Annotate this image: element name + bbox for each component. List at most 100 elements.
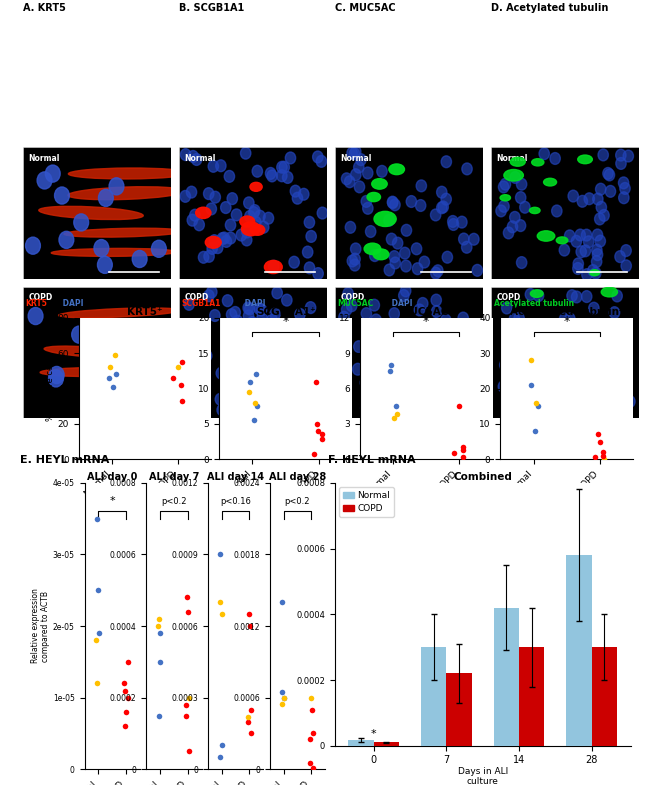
Ellipse shape: [365, 390, 389, 406]
Text: Acetylated tubulin: Acetylated tubulin: [494, 299, 574, 308]
Ellipse shape: [371, 314, 381, 326]
Ellipse shape: [285, 369, 302, 380]
Ellipse shape: [510, 313, 519, 325]
Ellipse shape: [226, 371, 236, 383]
Ellipse shape: [220, 202, 231, 214]
Ellipse shape: [469, 233, 479, 245]
Ellipse shape: [387, 197, 398, 209]
Text: DAPI: DAPI: [60, 299, 84, 308]
Ellipse shape: [550, 152, 560, 164]
Ellipse shape: [222, 406, 233, 418]
Ellipse shape: [441, 156, 452, 168]
Ellipse shape: [582, 268, 592, 280]
Ellipse shape: [227, 329, 237, 341]
Ellipse shape: [304, 262, 315, 274]
Ellipse shape: [365, 225, 376, 237]
Point: [173, 361, 183, 374]
Ellipse shape: [296, 400, 311, 411]
Ellipse shape: [235, 355, 246, 367]
Ellipse shape: [315, 330, 326, 342]
Ellipse shape: [457, 216, 467, 228]
Ellipse shape: [510, 157, 525, 166]
Ellipse shape: [499, 181, 509, 193]
Point: [244, 620, 255, 633]
Ellipse shape: [583, 341, 593, 352]
Point: [246, 703, 256, 716]
Ellipse shape: [237, 367, 248, 378]
Ellipse shape: [207, 243, 217, 254]
Point: [176, 379, 187, 392]
Ellipse shape: [397, 390, 408, 402]
Ellipse shape: [500, 178, 511, 190]
Ellipse shape: [419, 256, 430, 268]
Ellipse shape: [240, 216, 255, 227]
Ellipse shape: [369, 299, 380, 311]
Point: [111, 368, 122, 381]
Ellipse shape: [51, 248, 176, 257]
Ellipse shape: [350, 169, 361, 181]
Ellipse shape: [431, 267, 441, 279]
Ellipse shape: [217, 232, 228, 244]
Ellipse shape: [569, 325, 579, 337]
Text: DAPI: DAPI: [649, 299, 650, 308]
Text: *: *: [423, 316, 429, 328]
Ellipse shape: [39, 206, 143, 220]
Ellipse shape: [448, 408, 458, 420]
Ellipse shape: [502, 302, 512, 314]
Ellipse shape: [217, 404, 228, 416]
Point: [458, 451, 469, 463]
Ellipse shape: [393, 237, 403, 249]
Ellipse shape: [261, 356, 271, 368]
Title: MUC5AC⁺: MUC5AC⁺: [398, 307, 454, 317]
Ellipse shape: [526, 358, 536, 370]
Text: MUC5AC: MUC5AC: [338, 299, 374, 308]
Ellipse shape: [581, 359, 592, 371]
Ellipse shape: [578, 155, 592, 164]
Ellipse shape: [44, 346, 142, 359]
Title: ALI day 0: ALI day 0: [87, 472, 137, 482]
Ellipse shape: [196, 396, 206, 408]
Ellipse shape: [581, 229, 592, 241]
Ellipse shape: [584, 399, 595, 411]
Ellipse shape: [582, 382, 592, 394]
Ellipse shape: [436, 360, 446, 372]
Ellipse shape: [363, 167, 373, 179]
Ellipse shape: [389, 164, 404, 174]
Ellipse shape: [502, 337, 512, 349]
Ellipse shape: [503, 227, 514, 239]
Ellipse shape: [387, 343, 397, 355]
Ellipse shape: [595, 407, 605, 418]
Point: [216, 739, 227, 752]
Text: Normal: Normal: [29, 154, 60, 162]
Point: [278, 692, 289, 704]
Ellipse shape: [398, 378, 408, 389]
Ellipse shape: [441, 193, 451, 205]
Ellipse shape: [391, 381, 402, 392]
Ellipse shape: [430, 209, 441, 221]
Ellipse shape: [345, 221, 356, 233]
Ellipse shape: [350, 259, 360, 271]
Ellipse shape: [265, 167, 276, 179]
Point: [246, 727, 256, 739]
Ellipse shape: [304, 217, 315, 228]
Ellipse shape: [242, 403, 253, 415]
Ellipse shape: [456, 386, 467, 398]
Point: [313, 425, 324, 437]
Ellipse shape: [291, 185, 300, 197]
Ellipse shape: [415, 400, 425, 411]
Ellipse shape: [49, 367, 64, 384]
Ellipse shape: [283, 373, 293, 385]
Ellipse shape: [411, 243, 422, 254]
Ellipse shape: [463, 319, 473, 331]
Ellipse shape: [411, 395, 421, 407]
Point: [183, 605, 193, 618]
Ellipse shape: [462, 163, 472, 175]
Ellipse shape: [181, 148, 191, 161]
Ellipse shape: [255, 210, 265, 222]
Ellipse shape: [463, 382, 474, 394]
Ellipse shape: [190, 408, 200, 420]
Ellipse shape: [596, 338, 606, 350]
Ellipse shape: [208, 160, 218, 172]
Ellipse shape: [239, 352, 249, 364]
Ellipse shape: [367, 192, 380, 202]
